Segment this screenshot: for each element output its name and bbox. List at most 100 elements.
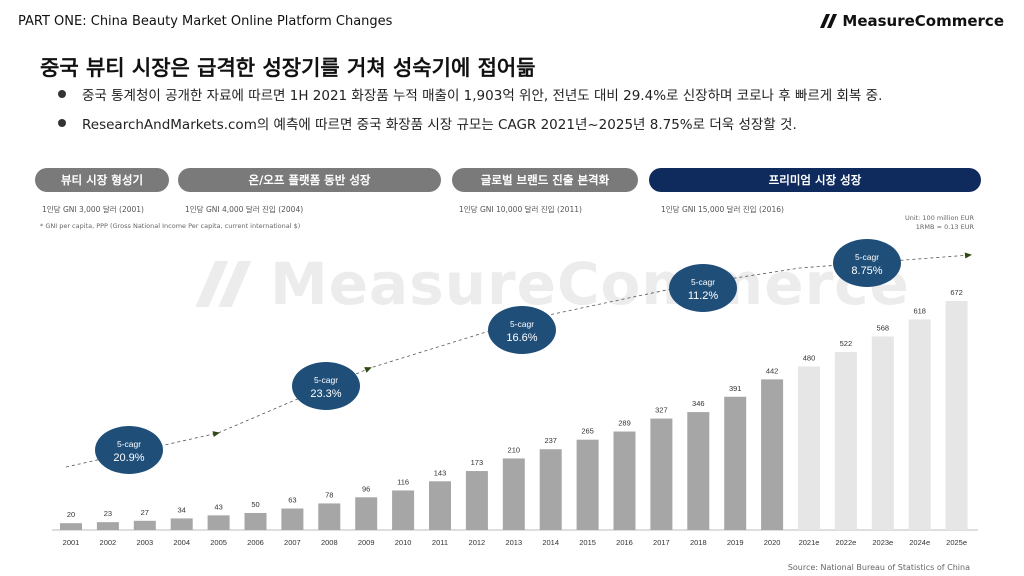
tick-label-2010: 2010 [395,538,412,547]
tick-label-2008: 2008 [321,538,338,547]
tick-label-2003: 2003 [136,538,153,547]
cagr-circle [833,239,901,287]
bar-2021e [798,366,820,530]
page-title: 중국 뷰티 시장은 급격한 성장기를 거쳐 성숙기에 접어듦 [40,56,536,80]
cagr-label: 5-cagr [855,252,879,262]
data-label-2022e: 522 [840,339,853,348]
bar-2010 [392,490,415,530]
phase-platform-growth: 온/오프 플랫폼 동반 성장 [178,168,441,192]
cagr-value: 11.2% [688,290,719,302]
bar-2017 [650,418,673,530]
tick-label-2009: 2009 [358,538,375,547]
data-label-2004: 34 [178,505,186,514]
data-label-2006: 50 [251,500,259,509]
unit-note: Unit: 100 million EUR 1RMB = 0.13 EUR [905,214,974,232]
trend-arrowhead [964,252,972,259]
data-label-2019: 391 [729,384,742,393]
bar-2005 [207,515,230,530]
bar-2025e [945,301,968,530]
cagr-circle [292,362,360,410]
cagr-value: 16.6% [506,332,537,344]
brand-logo: MeasureCommerce [820,12,1004,30]
tick-label-2004: 2004 [173,538,190,547]
data-label-2020: 442 [766,366,779,375]
data-label-2021e: 480 [803,353,816,362]
gni-footnote: * GNI per capita, PPP (Gross National In… [40,222,301,230]
data-label-2014: 237 [544,436,557,445]
watermark-text: MeasureCommerce [270,250,910,318]
data-label-2013: 210 [508,445,521,454]
tick-label-2011: 2011 [432,538,448,547]
bar-2003 [133,520,156,530]
bar-2020 [761,379,784,530]
tick-label-2017: 2017 [653,538,670,547]
bar-2012 [465,471,488,530]
tick-label-2023e: 2023e [872,538,893,547]
bar-2011 [429,481,451,530]
bar-2014 [539,449,562,530]
data-label-2009: 96 [362,484,370,493]
data-label-2012: 173 [471,458,484,467]
cagr-label: 5-cagr [691,277,715,287]
bullet-item: ResearchAndMarkets.com의 예측에 따르면 중국 화장품 시… [58,113,882,133]
exchange-rate-line: 1RMB = 0.13 EUR [915,223,974,231]
cagr-value: 20.9% [113,452,144,464]
data-label-2023e: 568 [877,323,890,332]
unit-line: Unit: 100 million EUR [904,214,974,222]
bar-2001 [60,523,82,530]
phase-global-brands: 글로벌 브랜드 진출 본격화 [452,168,638,192]
brand-name: MeasureCommerce [842,12,1004,30]
gni-note: 1인당 GNI 4,000 달러 진입 (2004) [185,205,304,214]
tick-label-2024e: 2024e [909,538,930,547]
cagr-circle [95,426,163,474]
section-header: PART ONE: China Beauty Market Online Pla… [18,14,393,29]
gni-note: 1인당 GNI 3,000 달러 (2001) [42,205,144,214]
cagr-label: 5-cagr [510,319,534,329]
data-label-2025e: 672 [950,288,963,297]
data-label-2008: 78 [325,490,333,499]
gni-note: 1인당 GNI 15,000 달러 진입 (2016) [661,205,784,214]
tick-label-2012: 2012 [469,538,486,547]
data-label-2011: 143 [434,468,447,477]
data-label-2007: 63 [288,496,296,505]
phase-premium: 프리미엄 시장 성장 [649,168,981,192]
bar-2002 [96,522,119,530]
gni-note: 1인당 GNI 10,000 달러 진입 (2011) [459,205,582,214]
bar-2022e [834,352,857,530]
cagr-label: 5-cagr [117,439,141,449]
data-label-2018: 346 [692,399,705,408]
watermark: MeasureCommerce [190,250,910,318]
bar-2019 [724,396,747,530]
bar-2024e [908,319,931,530]
brand-mark-icon [820,14,838,28]
data-label-2010: 116 [397,477,409,486]
trend-line [65,254,971,468]
bar-2006 [244,512,267,530]
data-label-2005: 43 [214,502,222,511]
tick-label-2015: 2015 [579,538,596,547]
data-label-2017: 327 [655,406,668,415]
tick-label-2020: 2020 [764,538,781,547]
bar-2007 [281,508,304,530]
data-label-2003: 27 [141,508,149,517]
bar-2008 [318,503,341,530]
bar-2018 [687,412,710,530]
tick-label-2022e: 2022e [835,538,856,547]
tick-label-2013: 2013 [505,538,522,547]
data-label-2016: 289 [618,419,631,428]
tick-label-2025e: 2025e [946,538,967,547]
bullet-list: 중국 통계청이 공개한 자료에 따르면 1H 2021 화장품 누적 매출이 1… [58,84,882,142]
tick-label-2006: 2006 [247,538,264,547]
tick-label-2021e: 2021e [799,538,820,547]
bar-2016 [613,431,636,530]
tick-label-2007: 2007 [284,538,301,547]
tick-label-2014: 2014 [542,538,559,547]
tick-label-2019: 2019 [727,538,744,547]
bar-2023e [871,336,894,530]
tick-label-2005: 2005 [210,538,227,547]
bar-2004 [170,518,193,530]
trend-arrowhead [212,431,220,438]
cagr-circle [669,264,737,312]
bar-2009 [355,497,378,530]
